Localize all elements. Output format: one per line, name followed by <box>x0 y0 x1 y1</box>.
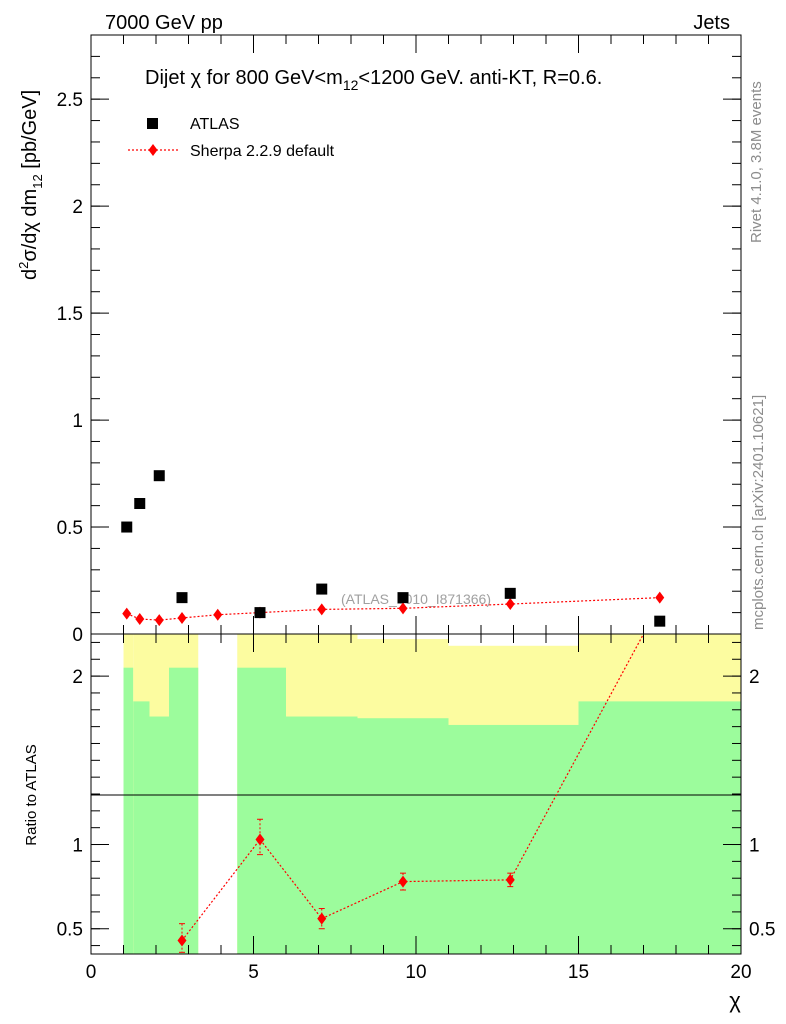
uncertainty-band-inner <box>448 724 579 954</box>
main-ytick-label: 2 <box>72 197 83 218</box>
mc-point <box>655 591 665 604</box>
mc-point <box>317 603 327 616</box>
atlas-data-point <box>153 470 165 482</box>
ratio-ytick-label: 0.5 <box>57 920 83 941</box>
main-y-axis-label: d2σ/dχ dm12 [pb/GeV] <box>16 90 45 280</box>
watermark: (ATLAS_2010_I871366) <box>341 591 491 607</box>
header-observable: Jets <box>693 12 730 34</box>
uncertainty-band-inner <box>237 667 286 954</box>
main-ytick-label: 0 <box>72 625 83 646</box>
rivet-label: Rivet 4.1.0, 3.8M events <box>748 81 765 243</box>
mc-point <box>177 611 187 624</box>
ratio-series-line <box>181 633 645 941</box>
ratio-point <box>505 873 515 886</box>
xtick-label: 5 <box>248 962 259 983</box>
mcplots-label: mcplots.cern.ch [arXiv:2401.10621] <box>750 395 767 630</box>
mc-point <box>505 598 515 611</box>
mc-point <box>213 608 223 621</box>
legend-data-marker <box>147 118 158 129</box>
atlas-data-point <box>316 583 328 595</box>
atlas-data-point <box>134 498 146 510</box>
atlas-data-point <box>654 615 666 627</box>
main-ytick-label: 0.5 <box>57 518 83 539</box>
mc-point <box>122 607 132 620</box>
ratio-point <box>398 875 408 888</box>
main-ytick-label: 2.5 <box>57 90 83 111</box>
main-ytick-label: 1 <box>72 411 83 432</box>
main-plot-frame <box>90 34 742 635</box>
uncertainty-band-inner <box>149 716 169 954</box>
uncertainty-band-inner <box>133 701 150 954</box>
uncertainty-band-inner <box>357 718 449 954</box>
ratio-ytick-label-right: 2 <box>749 667 760 688</box>
ratio-ytick-label-right: 0.5 <box>749 920 775 941</box>
ratio-point <box>177 934 187 947</box>
mc-point <box>398 602 408 615</box>
uncertainty-band-inner <box>169 667 199 954</box>
plot-title: Dijet χ for 800 GeV<m12<1200 GeV. anti-K… <box>145 67 602 93</box>
uncertainty-band-inner <box>123 667 134 954</box>
mc-series-line <box>126 597 660 621</box>
legend-mc-marker <box>148 144 158 156</box>
ratio-panel: 0 5 10 15 20 0.5 0.5 1 1 2 2 Ratio to ATLAS χ <box>23 633 775 1013</box>
atlas-data-point <box>254 607 266 619</box>
ratio-y-axis-label: Ratio to ATLAS <box>23 744 40 845</box>
xtick-label: 10 <box>405 962 426 983</box>
atlas-data-point <box>176 592 188 604</box>
legend-data-label: ATLAS <box>190 116 240 133</box>
xtick-label: 0 <box>86 962 97 983</box>
legend-mc-label: Sherpa 2.2.9 default <box>190 143 335 160</box>
mc-point <box>154 614 164 627</box>
ratio-ytick-label: 1 <box>72 836 83 857</box>
atlas-data-point <box>504 587 516 599</box>
ratio-point <box>317 912 327 925</box>
x-axis-label: χ <box>729 988 741 1013</box>
ratio-ytick-label: 2 <box>72 667 83 688</box>
uncertainty-band-inner <box>578 701 741 954</box>
main-panel: (ATLAS_2010_I871366) Dijet χ for 800 GeV… <box>16 34 742 646</box>
ratio-plot-frame <box>90 633 742 955</box>
ratio-point <box>255 833 265 846</box>
main-ytick-label: 1.5 <box>57 304 83 325</box>
ratio-ytick-label-right: 1 <box>749 836 760 857</box>
mc-point <box>135 613 145 626</box>
header-process: 7000 GeV pp <box>105 12 223 34</box>
xtick-label: 15 <box>568 962 589 983</box>
xtick-label: 20 <box>730 962 751 983</box>
atlas-data-point <box>121 521 133 533</box>
atlas-data-point <box>397 592 409 604</box>
